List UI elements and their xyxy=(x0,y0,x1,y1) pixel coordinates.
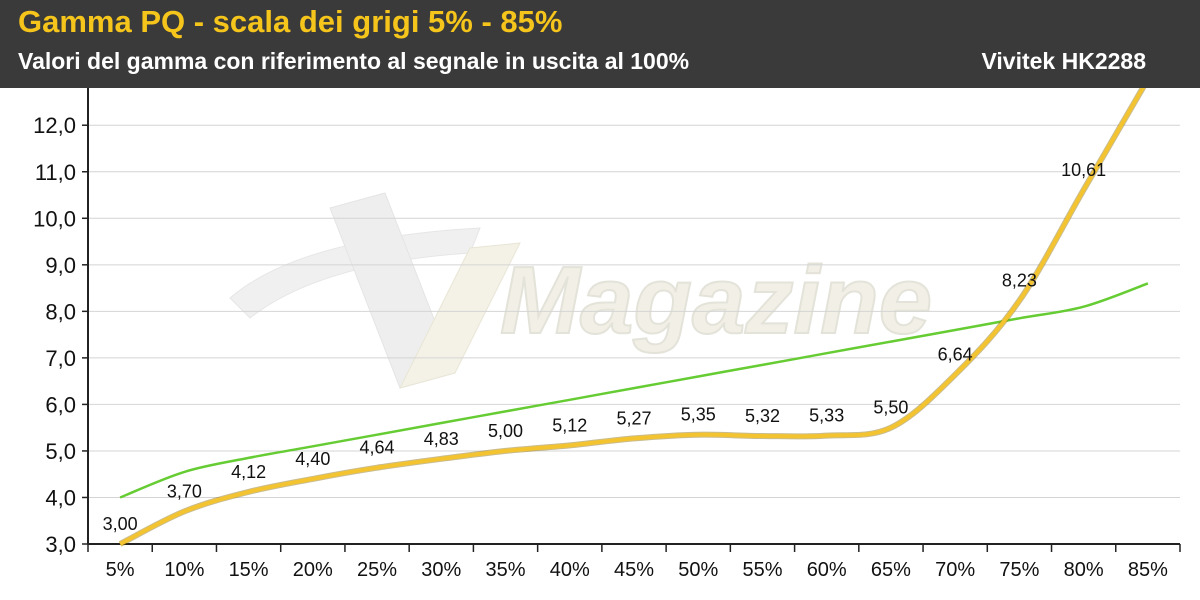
x-tick-label: 50% xyxy=(678,559,718,581)
series-lines xyxy=(118,88,1149,547)
data-label: 6,64 xyxy=(938,345,973,365)
data-label: 5,00 xyxy=(488,421,523,441)
x-tick-label: 70% xyxy=(935,559,975,581)
chart-title: Gamma PQ - scala dei grigi 5% - 85% xyxy=(18,4,563,39)
y-tick-label: 10,0 xyxy=(33,206,76,231)
x-tick-label: 5% xyxy=(106,559,135,581)
x-tick-label: 20% xyxy=(293,559,333,581)
y-tick-label: 9,0 xyxy=(45,253,76,278)
x-tick-label: 55% xyxy=(742,559,782,581)
axes xyxy=(82,88,1181,552)
x-tick-label: 65% xyxy=(871,559,911,581)
data-label: 5,12 xyxy=(552,415,587,435)
data-label: 5,35 xyxy=(681,405,716,425)
y-tick-labels: 12,0 11,0 10,0 9,0 8,0 7,0 6,0 5,0 4,0 3,0 xyxy=(33,113,76,557)
data-label: 8,23 xyxy=(1002,271,1037,291)
gridlines xyxy=(88,124,1180,498)
data-label: 4,40 xyxy=(295,449,330,469)
y-tick-label: 6,0 xyxy=(45,392,76,417)
y-tick-label: 11,0 xyxy=(35,160,76,185)
data-label: 5,33 xyxy=(809,406,844,426)
data-label: 4,64 xyxy=(360,438,395,458)
y-tick-label: 8,0 xyxy=(45,299,76,324)
x-tick-labels: 5% 10% 15% 20% 25% 30% 35% 40% 45% 50% 55% 60% 65% 70… xyxy=(106,559,1168,581)
gamma-line-chart: Magazine 12,0 11,0 10,0 9,0 8,0 7,0 6,0 5,0 4,0 3… xyxy=(33,88,1181,581)
x-tick-label: 85% xyxy=(1128,559,1168,581)
data-label: 3,00 xyxy=(103,514,138,534)
x-tick-label: 40% xyxy=(550,559,590,581)
x-tick-label: 30% xyxy=(421,559,461,581)
x-tick-label: 60% xyxy=(807,559,847,581)
y-tick-label: 7,0 xyxy=(45,346,76,371)
x-tick-label: 75% xyxy=(999,559,1039,581)
x-tick-label: 35% xyxy=(486,559,526,581)
watermark-text: Magazine xyxy=(500,247,932,354)
y-tick-label: 3,0 xyxy=(45,532,76,557)
y-tick-label: 12,0 xyxy=(33,113,76,138)
x-tick-label: 80% xyxy=(1064,559,1104,581)
device-name: Vivitek HK2288 xyxy=(981,48,1146,74)
series-line-measured xyxy=(119,88,1146,546)
y-tick-label: 5,0 xyxy=(45,439,76,464)
x-tick-label: 45% xyxy=(614,559,654,581)
x-tick-label: 15% xyxy=(229,559,269,581)
y-tick-label: 4,0 xyxy=(45,485,76,510)
chart-header: Gamma PQ - scala dei grigi 5% - 85% Valo… xyxy=(0,0,1200,88)
x-tick-label: 25% xyxy=(357,559,397,581)
data-label: 5,32 xyxy=(745,406,780,426)
data-labels: 3,00 3,70 4,12 4,40 4,64 4,83 5,00 5,12 5,27 5,35… xyxy=(103,160,1107,534)
data-label: 4,83 xyxy=(424,429,459,449)
data-label: 3,70 xyxy=(167,481,202,501)
chart-subtitle: Valori del gamma con riferimento al segn… xyxy=(18,48,690,74)
x-tick-label: 10% xyxy=(164,559,204,581)
data-label: 4,12 xyxy=(231,462,266,482)
series-line-reference xyxy=(119,282,1149,499)
watermark-logo: Magazine xyxy=(229,192,933,389)
data-label: 5,27 xyxy=(616,408,651,428)
data-label: 10,61 xyxy=(1061,160,1106,180)
data-label: 5,50 xyxy=(873,398,908,418)
